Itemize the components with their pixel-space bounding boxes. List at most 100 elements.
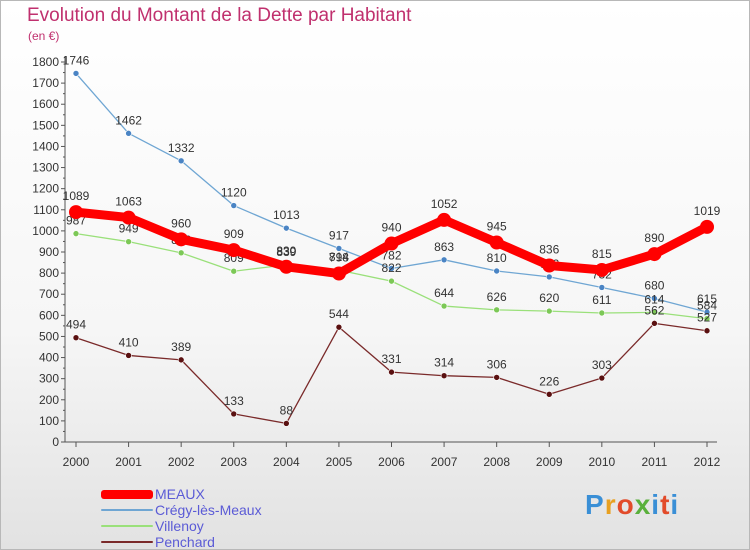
data-label-cregy-les-meaux: 1120 xyxy=(221,186,247,200)
y-tick-label: 1100 xyxy=(33,203,59,217)
point-meaux xyxy=(226,243,241,258)
point-penchard xyxy=(598,374,606,382)
data-label-cregy-les-meaux: 1746 xyxy=(63,53,90,67)
y-tick-label: 700 xyxy=(39,287,59,301)
point-penchard xyxy=(388,368,395,376)
proxiti-logo: Proxiti xyxy=(585,489,679,521)
x-tick-label: 2011 xyxy=(642,455,668,469)
data-label-penchard: 133 xyxy=(224,394,244,408)
logo-letter: P xyxy=(585,489,605,520)
y-tick-label: 1600 xyxy=(32,97,59,111)
x-tick-label: 2004 xyxy=(273,455,300,469)
data-label-penchard: 562 xyxy=(644,303,664,317)
x-tick-label: 2005 xyxy=(326,455,353,469)
point-meaux xyxy=(121,210,136,225)
point-villenoy xyxy=(177,249,185,257)
point-cregy-les-meaux xyxy=(177,157,185,165)
point-villenoy xyxy=(545,307,553,315)
point-meaux xyxy=(489,235,504,250)
data-label-penchard: 314 xyxy=(434,356,454,370)
data-label-penchard: 410 xyxy=(119,335,139,349)
logo-letter: x xyxy=(634,489,652,520)
point-cregy-les-meaux xyxy=(545,273,553,281)
legend-swatch xyxy=(101,541,153,543)
logo-letter: i xyxy=(651,489,661,520)
y-tick-label: 900 xyxy=(39,245,59,259)
point-meaux xyxy=(331,266,346,281)
point-cregy-les-meaux xyxy=(335,245,343,252)
x-tick-label: 2002 xyxy=(168,455,195,469)
data-label-cregy-les-meaux: 680 xyxy=(644,278,664,292)
point-cregy-les-meaux xyxy=(125,130,132,137)
y-tick-label: 100 xyxy=(39,414,59,428)
point-villenoy xyxy=(72,230,80,237)
point-meaux xyxy=(594,262,609,277)
legend-swatch xyxy=(101,525,153,527)
logo-letter: r xyxy=(604,489,617,520)
data-label-penchard: 226 xyxy=(539,374,559,388)
point-villenoy xyxy=(493,306,500,314)
point-villenoy xyxy=(440,302,448,310)
point-meaux xyxy=(174,232,189,247)
data-label-penchard: 389 xyxy=(171,340,191,354)
y-tick-label: 1400 xyxy=(32,139,59,153)
x-tick-label: 2009 xyxy=(536,455,563,469)
point-cregy-les-meaux xyxy=(440,256,448,264)
series-line-cregy-les-meaux xyxy=(75,72,708,313)
y-tick-label: 300 xyxy=(39,372,59,386)
point-penchard xyxy=(230,410,238,418)
y-tick-label: 1500 xyxy=(32,118,59,132)
point-meaux xyxy=(542,258,557,273)
data-label-meaux: 1089 xyxy=(63,189,90,203)
y-tick-label: 1200 xyxy=(32,182,59,196)
point-cregy-les-meaux xyxy=(230,202,238,209)
data-label-villenoy: 814 xyxy=(329,250,349,264)
data-label-villenoy: 626 xyxy=(487,290,507,304)
data-label-meaux: 945 xyxy=(487,220,507,234)
data-label-cregy-les-meaux: 917 xyxy=(329,228,349,242)
y-tick-label: 200 xyxy=(39,393,59,407)
x-tick-label: 2008 xyxy=(483,455,510,469)
x-tick-label: 2006 xyxy=(378,455,405,469)
point-penchard xyxy=(72,334,80,342)
data-label-meaux: 1052 xyxy=(431,197,458,211)
chart-title: Evolution du Montant de la Dette par Hab… xyxy=(27,5,412,26)
chart-unit: (en €) xyxy=(28,29,60,43)
logo-letter: o xyxy=(616,489,635,520)
x-tick-label: 2010 xyxy=(588,455,615,469)
data-label-villenoy: 644 xyxy=(434,286,454,300)
x-tick-label: 2001 xyxy=(115,455,142,469)
y-tick-label: 500 xyxy=(39,329,59,343)
legend-label: Villenoy xyxy=(155,518,204,534)
point-cregy-les-meaux xyxy=(72,70,80,77)
y-tick-label: 1300 xyxy=(32,161,59,175)
point-meaux xyxy=(384,236,399,251)
data-label-meaux: 1019 xyxy=(694,204,721,218)
data-label-cregy-les-meaux: 1013 xyxy=(273,208,300,222)
legend-swatch xyxy=(101,509,153,511)
point-meaux xyxy=(279,259,294,274)
y-tick-label: 1800 xyxy=(32,55,59,69)
x-tick-label: 2007 xyxy=(431,455,458,469)
data-label-meaux: 960 xyxy=(171,216,191,230)
point-villenoy xyxy=(703,315,711,323)
logo-letter: t xyxy=(660,489,671,520)
data-label-cregy-les-meaux: 782 xyxy=(381,248,401,262)
point-cregy-les-meaux xyxy=(493,267,500,275)
data-label-meaux: 815 xyxy=(592,247,612,261)
data-label-penchard: 527 xyxy=(697,311,717,325)
data-label-villenoy: 822 xyxy=(381,261,401,275)
data-label-penchard: 88 xyxy=(280,403,294,417)
y-tick-label: 800 xyxy=(39,266,59,280)
point-villenoy xyxy=(598,309,606,317)
point-penchard xyxy=(545,390,553,398)
y-tick-label: 600 xyxy=(39,308,59,322)
point-meaux xyxy=(69,205,83,220)
data-label-penchard: 544 xyxy=(329,307,349,321)
point-penchard xyxy=(177,356,185,364)
data-label-meaux: 830 xyxy=(276,244,296,258)
data-label-meaux: 798 xyxy=(329,251,349,265)
point-meaux xyxy=(700,219,714,234)
point-cregy-les-meaux xyxy=(651,295,658,302)
point-cregy-les-meaux xyxy=(283,224,290,232)
